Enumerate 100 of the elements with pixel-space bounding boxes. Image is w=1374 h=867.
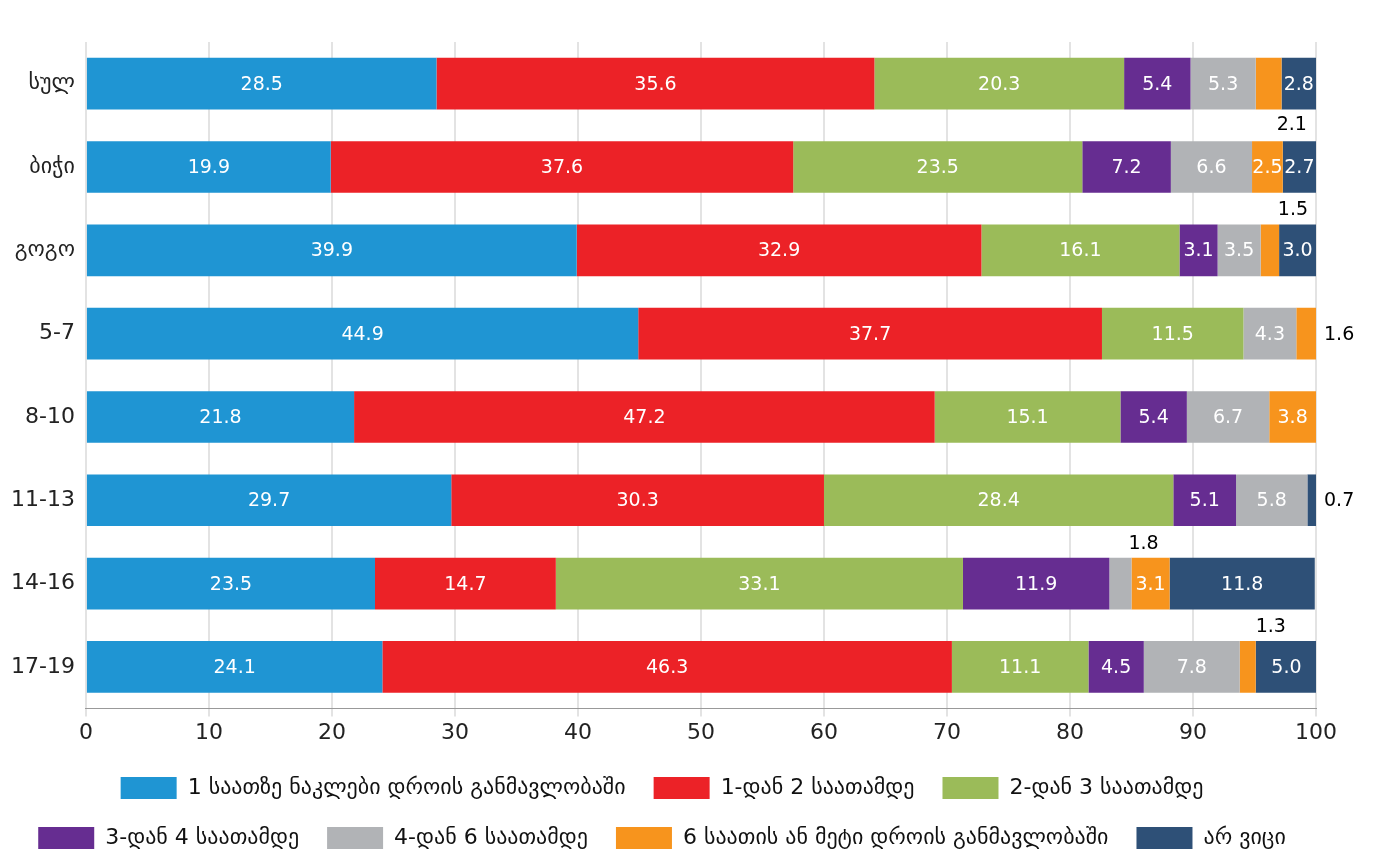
data-label: 33.1 bbox=[738, 571, 781, 594]
bar bbox=[793, 141, 1083, 193]
data-label: 4.3 bbox=[1254, 321, 1285, 344]
x-tick-label: 40 bbox=[563, 718, 592, 744]
legend-label: არ ვიცი bbox=[1203, 823, 1286, 849]
data-label: 11.1 bbox=[999, 654, 1042, 677]
y-tick-label: 17-19 bbox=[10, 652, 75, 678]
bar bbox=[86, 474, 452, 527]
data-label: 3.5 bbox=[1224, 238, 1255, 261]
bar bbox=[962, 557, 1110, 610]
data-label: 5.3 bbox=[1208, 71, 1239, 94]
data-label: 3.1 bbox=[1183, 238, 1214, 261]
data-label: 2.7 bbox=[1284, 154, 1315, 177]
data-label: 7.8 bbox=[1176, 654, 1207, 677]
data-label: 2.5 bbox=[1252, 154, 1283, 177]
x-tick-label: 90 bbox=[1178, 718, 1207, 744]
bar bbox=[1296, 307, 1316, 360]
data-label: 19.9 bbox=[187, 154, 230, 177]
bar bbox=[1307, 474, 1316, 527]
bar bbox=[1109, 557, 1132, 610]
x-tick-label: 30 bbox=[440, 718, 469, 744]
data-label: 5.4 bbox=[1142, 71, 1173, 94]
bar bbox=[86, 307, 639, 360]
data-label: 2.1 bbox=[1276, 112, 1307, 135]
x-tick-label: 10 bbox=[194, 718, 223, 744]
bar bbox=[874, 57, 1125, 110]
bar bbox=[374, 557, 556, 610]
legend-label: 1-დან 2 საათამდე bbox=[720, 773, 915, 799]
bar bbox=[1255, 641, 1316, 693]
bar bbox=[1186, 391, 1270, 443]
bar bbox=[934, 391, 1121, 443]
bar bbox=[436, 57, 875, 110]
x-tick-label: 100 bbox=[1295, 718, 1337, 744]
x-tick-label: 70 bbox=[932, 718, 961, 744]
data-label: 0.7 bbox=[1324, 488, 1355, 511]
data-label: 37.6 bbox=[540, 154, 584, 177]
y-tick-label: 8-10 bbox=[24, 402, 75, 428]
data-label: 44.9 bbox=[341, 321, 384, 344]
data-label: 1.3 bbox=[1255, 614, 1286, 637]
bar bbox=[1260, 224, 1280, 277]
legend-label: 6 საათის ან მეტი დროის განმავლობაში bbox=[682, 823, 1109, 849]
data-label: 5.1 bbox=[1189, 488, 1220, 511]
bar bbox=[1082, 141, 1171, 193]
bar bbox=[1190, 57, 1256, 110]
bar bbox=[86, 391, 355, 443]
data-label: 5.4 bbox=[1138, 404, 1169, 427]
x-tick-label: 20 bbox=[317, 718, 346, 744]
bar bbox=[576, 224, 982, 277]
data-label: 16.1 bbox=[1059, 238, 1102, 261]
bar bbox=[1236, 474, 1308, 527]
data-label: 35.6 bbox=[634, 71, 677, 94]
x-tick-label: 60 bbox=[809, 718, 838, 744]
data-label: 39.9 bbox=[310, 238, 353, 261]
bar bbox=[451, 474, 824, 527]
y-tick-label: 14-16 bbox=[10, 569, 75, 595]
data-label: 46.3 bbox=[645, 654, 689, 677]
data-label: 32.9 bbox=[757, 238, 801, 261]
x-tick-label: 0 bbox=[78, 718, 93, 744]
bar bbox=[1282, 141, 1316, 193]
data-label: 21.8 bbox=[199, 404, 242, 427]
bar bbox=[1269, 391, 1316, 443]
bar bbox=[823, 474, 1174, 527]
y-tick-label: გოგო bbox=[14, 236, 75, 262]
bar bbox=[86, 224, 577, 277]
data-label: 2.8 bbox=[1283, 71, 1314, 94]
data-label: 29.7 bbox=[247, 488, 291, 511]
data-label: 47.2 bbox=[623, 404, 666, 427]
y-tick-label: 11-13 bbox=[10, 486, 75, 512]
data-label: 3.1 bbox=[1135, 571, 1166, 594]
bar bbox=[1217, 224, 1261, 277]
bar bbox=[1243, 307, 1297, 360]
data-label: 1.5 bbox=[1277, 197, 1309, 220]
bar bbox=[354, 391, 935, 443]
data-label: 11.5 bbox=[1151, 321, 1194, 344]
data-label: 1.6 bbox=[1324, 321, 1355, 344]
bar bbox=[330, 141, 794, 193]
data-label: 14.7 bbox=[444, 571, 487, 594]
bar bbox=[1252, 141, 1283, 193]
legend-label: 1 საათზე ნაკლები დროის განმავლობაში bbox=[187, 773, 626, 799]
bar bbox=[1088, 641, 1144, 693]
y-tick-label: 5-7 bbox=[38, 319, 75, 345]
bar bbox=[86, 641, 383, 693]
data-label: 4.5 bbox=[1101, 654, 1132, 677]
bar bbox=[1179, 224, 1218, 277]
data-label: 3.0 bbox=[1282, 238, 1313, 261]
data-label: 23.5 bbox=[916, 154, 959, 177]
data-label: 3.8 bbox=[1277, 404, 1308, 427]
bar bbox=[1239, 641, 1256, 693]
data-label: 24.1 bbox=[213, 654, 256, 677]
data-label: 30.3 bbox=[616, 488, 659, 511]
bar bbox=[1101, 307, 1244, 360]
data-label: 11.8 bbox=[1221, 571, 1264, 594]
bar bbox=[1173, 474, 1237, 527]
data-label: 28.4 bbox=[977, 488, 1020, 511]
bar bbox=[981, 224, 1180, 277]
bar bbox=[1169, 557, 1315, 610]
legend-label: 4-დან 6 საათამდე bbox=[394, 823, 588, 849]
data-label: 5.0 bbox=[1271, 654, 1302, 677]
bar bbox=[382, 641, 952, 693]
x-tick-label: 50 bbox=[686, 718, 715, 744]
